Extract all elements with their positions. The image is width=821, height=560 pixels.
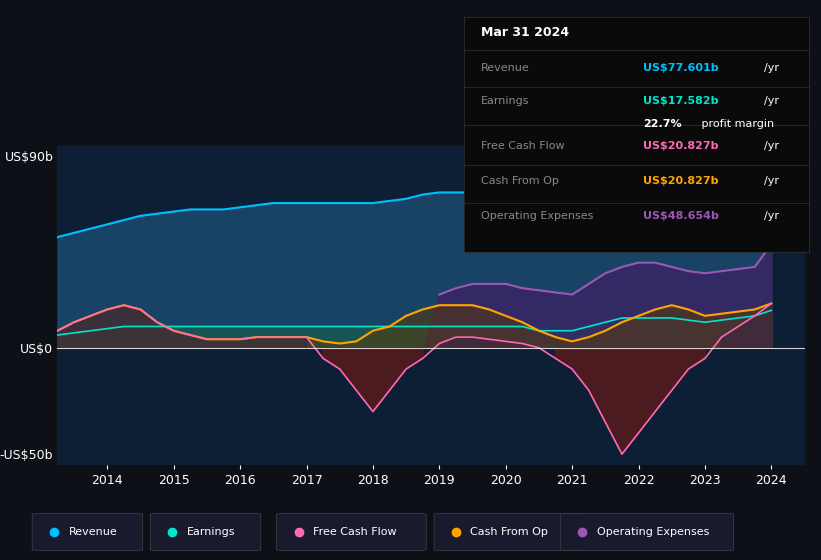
FancyBboxPatch shape	[150, 514, 261, 550]
FancyBboxPatch shape	[434, 514, 584, 550]
Text: US$77.601b: US$77.601b	[643, 63, 719, 73]
FancyBboxPatch shape	[32, 514, 143, 550]
Text: Operating Expenses: Operating Expenses	[481, 211, 594, 221]
Text: Operating Expenses: Operating Expenses	[597, 527, 709, 537]
Text: 22.7%: 22.7%	[643, 119, 681, 129]
Text: US$20.827b: US$20.827b	[643, 141, 718, 151]
Text: /yr: /yr	[764, 211, 779, 221]
Text: /yr: /yr	[764, 176, 779, 186]
FancyBboxPatch shape	[560, 514, 734, 550]
Text: Earnings: Earnings	[186, 527, 235, 537]
Text: Cash From Op: Cash From Op	[481, 176, 559, 186]
Text: /yr: /yr	[764, 141, 779, 151]
Text: Free Cash Flow: Free Cash Flow	[313, 527, 397, 537]
Text: Free Cash Flow: Free Cash Flow	[481, 141, 565, 151]
Text: Cash From Op: Cash From Op	[470, 527, 548, 537]
Text: profit margin: profit margin	[699, 119, 774, 129]
Text: US$20.827b: US$20.827b	[643, 176, 718, 186]
Text: Revenue: Revenue	[481, 63, 530, 73]
Text: /yr: /yr	[764, 96, 779, 106]
Text: Mar 31 2024: Mar 31 2024	[481, 26, 569, 39]
Text: Earnings: Earnings	[481, 96, 530, 106]
FancyBboxPatch shape	[277, 514, 426, 550]
Text: US$17.582b: US$17.582b	[643, 96, 718, 106]
Text: US$48.654b: US$48.654b	[643, 211, 719, 221]
Text: /yr: /yr	[764, 63, 779, 73]
Text: Revenue: Revenue	[68, 527, 117, 537]
